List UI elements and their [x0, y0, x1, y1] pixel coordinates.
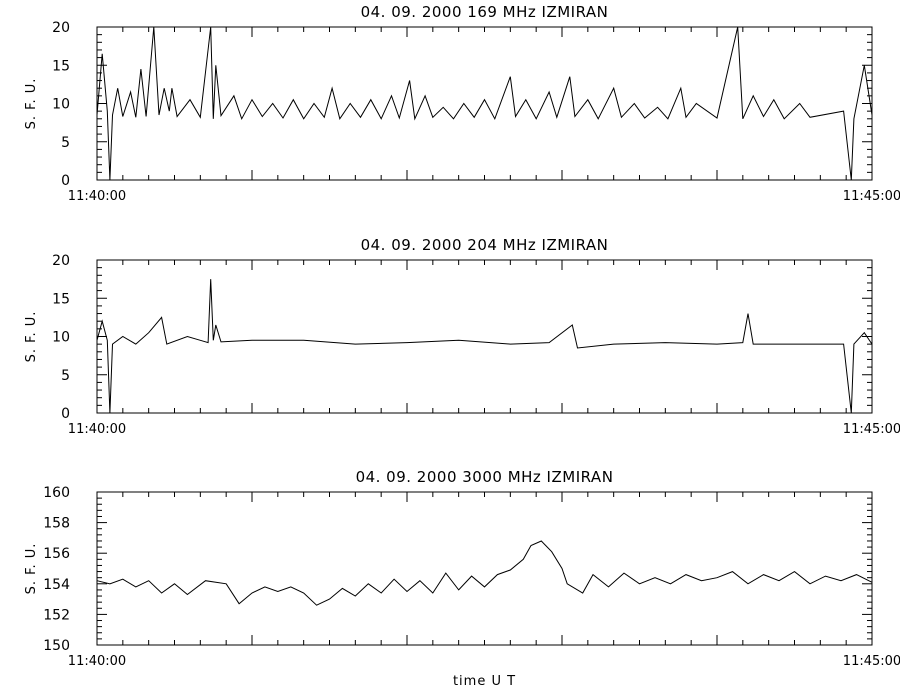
y-tick-label: 10 [52, 97, 70, 113]
y-tick-label: 15 [52, 58, 70, 74]
panel-2: 04. 09. 2000 204 MHz IZMIRAN 0 5 10 15 20 11:4… [24, 236, 900, 437]
y-tick-label: 10 [52, 330, 70, 346]
y-tick-label: 158 [43, 516, 70, 532]
y-tick-label: 5 [61, 368, 70, 384]
chart-title: 04. 09. 2000 204 MHz IZMIRAN [361, 236, 609, 254]
x-tick-label: 11:40:00 [68, 189, 126, 204]
y-tick-label: 160 [43, 485, 70, 501]
x-tick-label: 11:45:00 [843, 189, 900, 204]
x-tick-label: 11:45:00 [843, 654, 900, 669]
y-axis-label: S. F. U. [24, 311, 39, 363]
y-axis-label: S. F. U. [24, 543, 39, 595]
chart-title: 04. 09. 2000 169 MHz IZMIRAN [361, 3, 609, 21]
chart-title: 04. 09. 2000 3000 MHz IZMIRAN [356, 468, 614, 486]
panel-3: 04. 09. 2000 3000 MHz IZMIRAN 150 152 154 15… [24, 468, 900, 689]
x-tick-label: 11:40:00 [68, 654, 126, 669]
y-tick-label: 150 [43, 638, 70, 654]
y-tick-label: 156 [43, 546, 70, 562]
series-line-1 [96, 279, 873, 414]
x-tick-label: 11:45:00 [843, 422, 900, 437]
y-tick-label: 152 [43, 607, 70, 623]
x-tick-label: 11:40:00 [68, 422, 126, 437]
series-line-1 [96, 540, 873, 606]
y-tick-label: 20 [52, 20, 70, 36]
y-axis-label: S. F. U. [24, 78, 39, 130]
series-line-1 [96, 26, 873, 181]
y-tick-label: 0 [61, 173, 70, 189]
y-tick-label: 0 [61, 406, 70, 422]
y-tick-label: 5 [61, 135, 70, 151]
y-tick-label: 154 [43, 577, 70, 593]
y-tick-label: 20 [52, 253, 70, 269]
x-axis-label: time U T [453, 674, 516, 689]
y-tick-label: 15 [52, 291, 70, 307]
panel-1: 04. 09. 2000 169 MHz IZMIRAN 0 5 10 15 20 11:4… [24, 3, 900, 204]
plot-frame [96, 491, 873, 646]
